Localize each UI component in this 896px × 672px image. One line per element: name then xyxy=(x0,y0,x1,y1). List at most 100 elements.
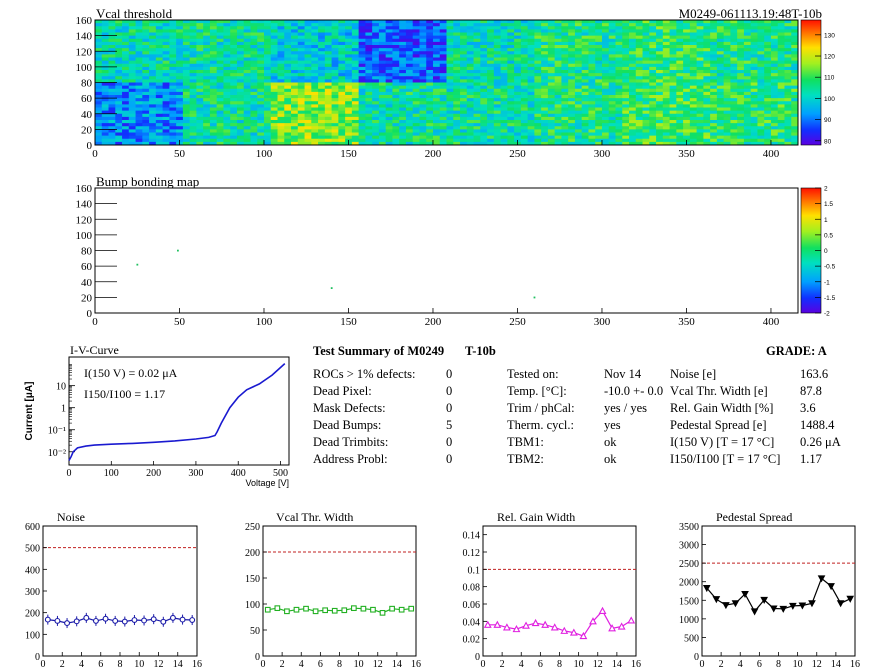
heatmap-cell xyxy=(351,73,360,77)
heatmap-cell xyxy=(676,120,684,124)
heatmap-cell xyxy=(642,45,650,49)
heatmap-cell xyxy=(561,116,569,121)
defect-label: Address Probl: xyxy=(313,452,388,466)
heatmap-cell xyxy=(595,63,603,68)
heatmap-cell xyxy=(791,76,799,80)
heatmap-cell xyxy=(791,113,799,118)
heatmap-cell xyxy=(770,60,779,65)
heatmap-cell xyxy=(115,38,123,43)
heatmap-cell xyxy=(311,73,319,77)
heatmap-cell xyxy=(196,29,204,33)
heatmap-cell xyxy=(588,91,596,96)
heatmap-cell xyxy=(750,116,758,121)
x-tick-label: 400 xyxy=(763,316,780,328)
heatmap-cell xyxy=(527,29,535,33)
heatmap-cell xyxy=(196,38,204,43)
heatmap-cell xyxy=(541,23,549,27)
heatmap-cell xyxy=(689,113,698,118)
heatmap-cell xyxy=(365,98,373,102)
heatmap-cell xyxy=(108,54,116,58)
heatmap-cell xyxy=(784,107,792,112)
heatmap-cell xyxy=(601,45,610,49)
heatmap-cell xyxy=(689,95,698,99)
heatmap-cell xyxy=(250,66,258,71)
heatmap-cell xyxy=(527,82,535,87)
heatmap-cell xyxy=(723,66,731,71)
heatmap-cell xyxy=(236,63,245,68)
heatmap-cell xyxy=(122,107,130,112)
heatmap-cell xyxy=(446,32,454,37)
heatmap-cell xyxy=(122,41,130,46)
heatmap-cell xyxy=(399,98,407,102)
heatmap-cell xyxy=(500,116,508,121)
heatmap-cell xyxy=(372,73,380,77)
heatmap-cell xyxy=(230,70,238,74)
heatmap-cell xyxy=(588,126,596,130)
heatmap-cell xyxy=(216,48,224,52)
heatmap-cell xyxy=(730,110,738,115)
heatmap-cell xyxy=(345,20,353,24)
heatmap-cell xyxy=(520,32,529,37)
heatmap-cell xyxy=(385,20,393,24)
heatmap-cell xyxy=(750,57,758,62)
heatmap-cell xyxy=(656,48,664,52)
heatmap-cell xyxy=(203,38,211,43)
heatmap-cell xyxy=(149,23,157,27)
heatmap-cell xyxy=(432,57,441,62)
heatmap-cell xyxy=(534,51,542,55)
plot-frame xyxy=(701,525,856,657)
heatmap-cell xyxy=(629,95,637,99)
heatmap-cell xyxy=(378,82,387,87)
heatmap-cell xyxy=(155,126,163,130)
heatmap-cell xyxy=(473,63,481,68)
heatmap-cell xyxy=(277,95,285,99)
heatmap-cell xyxy=(581,63,589,68)
heatmap-cell xyxy=(737,101,745,105)
y-tick-label: 100 xyxy=(76,62,93,74)
heatmap-cell xyxy=(263,63,272,68)
heatmap-cell xyxy=(277,132,285,137)
heatmap-cell xyxy=(487,85,495,90)
heatmap-cell xyxy=(460,41,468,46)
heatmap-cell xyxy=(311,70,319,74)
heatmap-cell xyxy=(676,132,684,137)
heatmap-cell xyxy=(277,98,285,102)
x-tick-label: 16 xyxy=(631,659,641,670)
heatmap-cell xyxy=(514,38,522,43)
heatmap-cell xyxy=(263,101,272,105)
heatmap-cell xyxy=(250,82,258,87)
heatmap-cell xyxy=(649,138,657,143)
heatmap-cell xyxy=(399,104,407,108)
heatmap-cell xyxy=(473,104,481,108)
heatmap-cell xyxy=(176,129,184,133)
heatmap-cell xyxy=(770,26,779,30)
heatmap-cell xyxy=(716,138,725,143)
heatmap-cell xyxy=(182,35,191,40)
heatmap-cell xyxy=(480,79,488,83)
heatmap-cell xyxy=(291,26,299,30)
heatmap-cell xyxy=(142,141,150,146)
heatmap-cell xyxy=(608,66,616,71)
heatmap-cell xyxy=(324,45,332,49)
heatmap-cell xyxy=(101,45,109,49)
heatmap-cell xyxy=(412,23,420,27)
heatmap-cell xyxy=(473,38,481,43)
heatmap-cell xyxy=(581,129,589,133)
heatmap-cell xyxy=(291,82,299,87)
heatmap-cell xyxy=(209,63,218,68)
heatmap-cell xyxy=(419,79,427,83)
heatmap-cell xyxy=(324,85,332,90)
heatmap-cell xyxy=(608,70,616,74)
heatmap-cell xyxy=(568,120,576,124)
heatmap-cell xyxy=(757,88,765,93)
heatmap-cell xyxy=(635,26,643,30)
heatmap-cell xyxy=(520,73,529,77)
heatmap-cell xyxy=(480,73,488,77)
heatmap-cell xyxy=(737,26,745,30)
heatmap-cell xyxy=(723,116,731,121)
heatmap-cell xyxy=(649,32,657,37)
heatmap-cell xyxy=(777,73,785,77)
heatmap-cell xyxy=(270,135,278,140)
y-tick-label: 0.04 xyxy=(463,617,481,628)
heatmap-cell xyxy=(446,98,454,102)
